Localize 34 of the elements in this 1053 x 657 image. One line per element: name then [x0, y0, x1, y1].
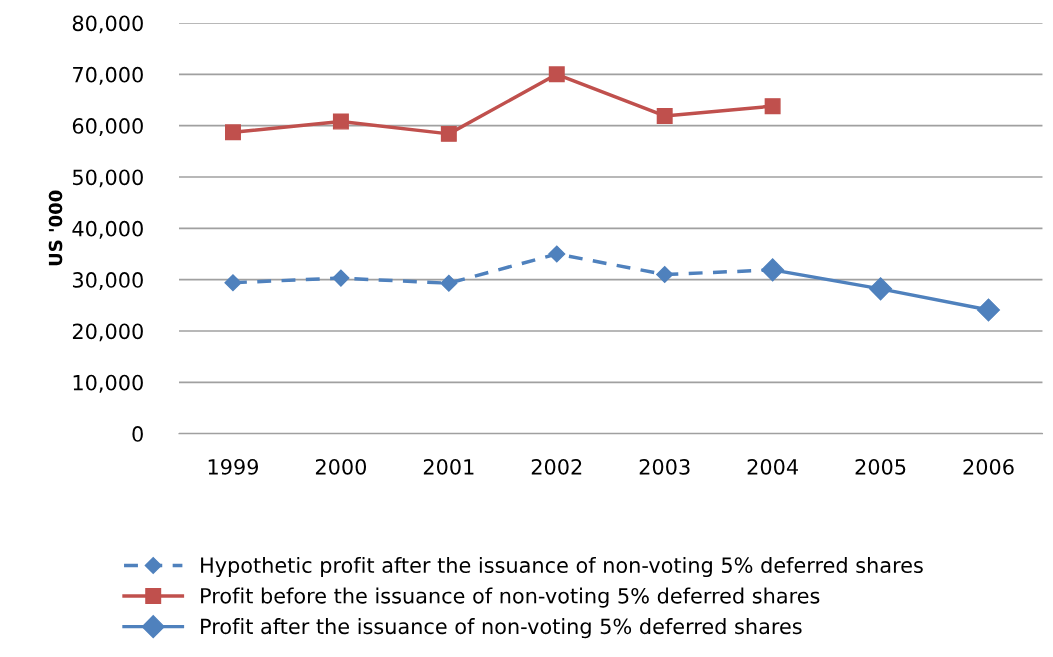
y-tick-label: 50,000: [73, 169, 143, 188]
legend-label: Hypothetic profit after the issuance of non-voting 5% deferred shares: [201, 556, 923, 578]
x-tick-label: 2006: [963, 458, 1014, 475]
point: [440, 125, 457, 142]
point: [764, 98, 781, 115]
y-tick-label: 70,000: [73, 66, 143, 85]
y-axis-title: US '000: [48, 190, 63, 266]
y-tick-label: 80,000: [72, 15, 143, 34]
point: [548, 245, 566, 263]
y-tick-label: 0: [132, 426, 143, 442]
legend-label: Profit after the issuance of non-voting 5% deferred shares: [201, 618, 802, 639]
point: [440, 274, 458, 292]
legend-label: Profit before the issuance of non-voting 5% deferred shares: [201, 587, 820, 608]
point: [224, 274, 242, 292]
x-tick-label: 2000: [315, 458, 367, 475]
x-tick-label: 2005: [855, 458, 906, 475]
point: [977, 298, 1001, 322]
y-tick-label: 30,000: [72, 272, 143, 290]
y-tick-label: 20,000: [72, 323, 143, 342]
x-tick-label: 2002: [531, 458, 582, 475]
x-tick-label: 1999: [208, 458, 259, 475]
point: [869, 277, 893, 301]
point: [548, 66, 565, 83]
point: [224, 124, 241, 141]
x-tick-label: 2004: [747, 458, 798, 475]
point: [332, 113, 349, 130]
y-tick-label: 10,000: [73, 374, 143, 393]
y-tick-label: 60,000: [72, 118, 143, 136]
y-tick-label: 40,000: [72, 220, 143, 239]
point: [656, 107, 673, 124]
point: [332, 269, 350, 287]
x-tick-label: 2001: [423, 458, 474, 475]
point: [656, 265, 674, 284]
x-tick-label: 2003: [639, 458, 690, 475]
